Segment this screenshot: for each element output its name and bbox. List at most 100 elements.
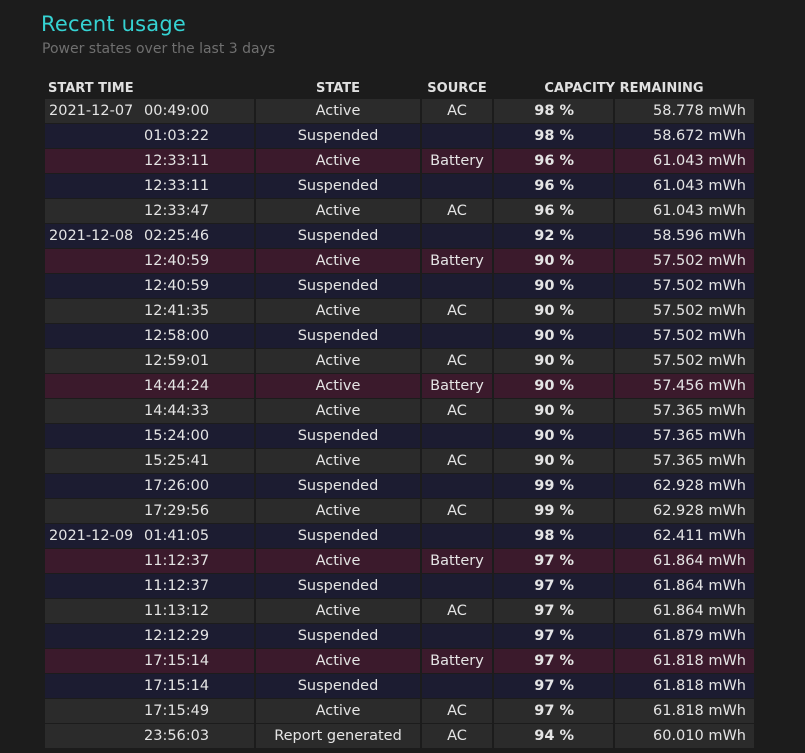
- table-row: 17:15:14 Active Battery 97 % 61.818 mWh: [45, 649, 754, 673]
- capacity-percent-value: 90 %: [534, 353, 574, 369]
- table-row: 12:33:11 Active Battery 96 % 61.043 mWh: [45, 149, 754, 173]
- cell-source: AC: [422, 349, 492, 373]
- cell-state: Active: [256, 699, 420, 723]
- table-row: 2021-12-08 02:25:46 Suspended 92 % 58.596 mW…: [45, 224, 754, 248]
- cell-source: [422, 524, 492, 548]
- cell-state: Suspended: [256, 474, 420, 498]
- cell-source: [422, 624, 492, 648]
- cell-start-time: 12:33:11: [45, 174, 254, 198]
- cell-capacity-percent: 90 %: [494, 449, 613, 473]
- cell-capacity-mwh: 62.928 mWh: [615, 499, 754, 523]
- cell-capacity-percent: 97 %: [494, 649, 613, 673]
- cell-time: 15:24:00: [144, 428, 210, 444]
- cell-source: [422, 124, 492, 148]
- cell-start-time: 12:40:59: [45, 274, 254, 298]
- cell-capacity-percent: 90 %: [494, 274, 613, 298]
- table-row: 12:59:01 Active AC 90 % 57.502 mWh: [45, 349, 754, 373]
- cell-state: Active: [256, 599, 420, 623]
- cell-state: Suspended: [256, 174, 420, 198]
- capacity-percent-value: 98 %: [534, 528, 574, 544]
- table-row: 2021-12-07 00:49:00 Active AC 98 % 58.778 mWh: [45, 99, 754, 123]
- cell-state: Active: [256, 349, 420, 373]
- table-row: 17:26:00 Suspended 99 % 62.928 mWh: [45, 474, 754, 498]
- table-row: 12:12:29 Suspended 97 % 61.879 mWh: [45, 624, 754, 648]
- table-row: 12:41:35 Active AC 90 % 57.502 mWh: [45, 299, 754, 323]
- cell-capacity-mwh: 57.502 mWh: [615, 249, 754, 273]
- cell-start-time: 2021-12-08 02:25:46: [45, 224, 254, 248]
- cell-start-time: 12:33:47: [45, 199, 254, 223]
- cell-source: [422, 474, 492, 498]
- cell-state: Suspended: [256, 324, 420, 348]
- capacity-percent-value: 97 %: [534, 603, 574, 619]
- cell-start-time: 17:15:49: [45, 699, 254, 723]
- cell-time: 17:29:56: [144, 503, 210, 519]
- cell-capacity-percent: 97 %: [494, 699, 613, 723]
- cell-time: 12:33:11: [144, 178, 210, 194]
- cell-capacity-mwh: 61.864 mWh: [615, 549, 754, 573]
- cell-capacity-mwh: 61.043 mWh: [615, 149, 754, 173]
- cell-capacity-percent: 96 %: [494, 174, 613, 198]
- cell-capacity-mwh: 57.502 mWh: [615, 324, 754, 348]
- capacity-percent-value: 97 %: [534, 628, 574, 644]
- capacity-percent-value: 99 %: [534, 478, 574, 494]
- cell-source: Battery: [422, 149, 492, 173]
- cell-time: 00:49:00: [144, 103, 210, 119]
- column-header-start-time: START TIME: [48, 81, 134, 96]
- capacity-percent-value: 90 %: [534, 428, 574, 444]
- cell-state: Active: [256, 99, 420, 123]
- cell-capacity-mwh: 58.596 mWh: [615, 224, 754, 248]
- cell-time: 01:03:22: [144, 128, 210, 144]
- capacity-percent-value: 97 %: [534, 653, 574, 669]
- cell-time: 12:59:01: [144, 353, 210, 369]
- capacity-percent-value: 97 %: [534, 703, 574, 719]
- cell-start-time: 12:58:00: [45, 324, 254, 348]
- cell-capacity-percent: 98 %: [494, 99, 613, 123]
- cell-state: Report generated: [256, 724, 420, 748]
- table-row: 11:13:12 Active AC 97 % 61.864 mWh: [45, 599, 754, 623]
- cell-capacity-mwh: 61.879 mWh: [615, 624, 754, 648]
- cell-capacity-percent: 98 %: [494, 124, 613, 148]
- cell-source: [422, 574, 492, 598]
- table-row: 12:40:59 Active Battery 90 % 57.502 mWh: [45, 249, 754, 273]
- cell-capacity-mwh: 57.365 mWh: [615, 449, 754, 473]
- cell-time: 15:25:41: [144, 453, 210, 469]
- table-row: 12:33:11 Suspended 96 % 61.043 mWh: [45, 174, 754, 198]
- cell-capacity-percent: 92 %: [494, 224, 613, 248]
- cell-time: 12:41:35: [144, 303, 210, 319]
- cell-capacity-percent: 90 %: [494, 299, 613, 323]
- cell-capacity-percent: 90 %: [494, 374, 613, 398]
- cell-state: Active: [256, 374, 420, 398]
- cell-source: Battery: [422, 649, 492, 673]
- capacity-percent-value: 98 %: [534, 103, 574, 119]
- capacity-percent-value: 92 %: [534, 228, 574, 244]
- table-row: 14:44:24 Active Battery 90 % 57.456 mWh: [45, 374, 754, 398]
- cell-time: 01:41:05: [144, 528, 210, 544]
- cell-capacity-mwh: 61.043 mWh: [615, 199, 754, 223]
- capacity-percent-value: 98 %: [534, 128, 574, 144]
- cell-start-time: 2021-12-09 01:41:05: [45, 524, 254, 548]
- cell-start-time: 12:40:59: [45, 249, 254, 273]
- cell-time: 11:12:37: [144, 578, 210, 594]
- cell-state: Suspended: [256, 424, 420, 448]
- cell-time: 14:44:24: [144, 378, 210, 394]
- cell-start-time: 12:59:01: [45, 349, 254, 373]
- cell-capacity-mwh: 58.778 mWh: [615, 99, 754, 123]
- column-header-capacity: CAPACITY REMAINING: [544, 81, 704, 96]
- cell-source: AC: [422, 449, 492, 473]
- cell-source: AC: [422, 599, 492, 623]
- cell-capacity-mwh: 61.864 mWh: [615, 599, 754, 623]
- cell-time: 14:44:33: [144, 403, 210, 419]
- cell-capacity-percent: 90 %: [494, 399, 613, 423]
- cell-capacity-percent: 98 %: [494, 524, 613, 548]
- cell-capacity-mwh: 57.365 mWh: [615, 399, 754, 423]
- cell-capacity-mwh: 57.502 mWh: [615, 274, 754, 298]
- capacity-percent-value: 90 %: [534, 303, 574, 319]
- cell-start-time: 17:29:56: [45, 499, 254, 523]
- cell-source: [422, 324, 492, 348]
- cell-source: [422, 224, 492, 248]
- capacity-percent-value: 97 %: [534, 578, 574, 594]
- cell-time: 17:15:14: [144, 653, 210, 669]
- table-row: 15:25:41 Active AC 90 % 57.365 mWh: [45, 449, 754, 473]
- cell-state: Active: [256, 249, 420, 273]
